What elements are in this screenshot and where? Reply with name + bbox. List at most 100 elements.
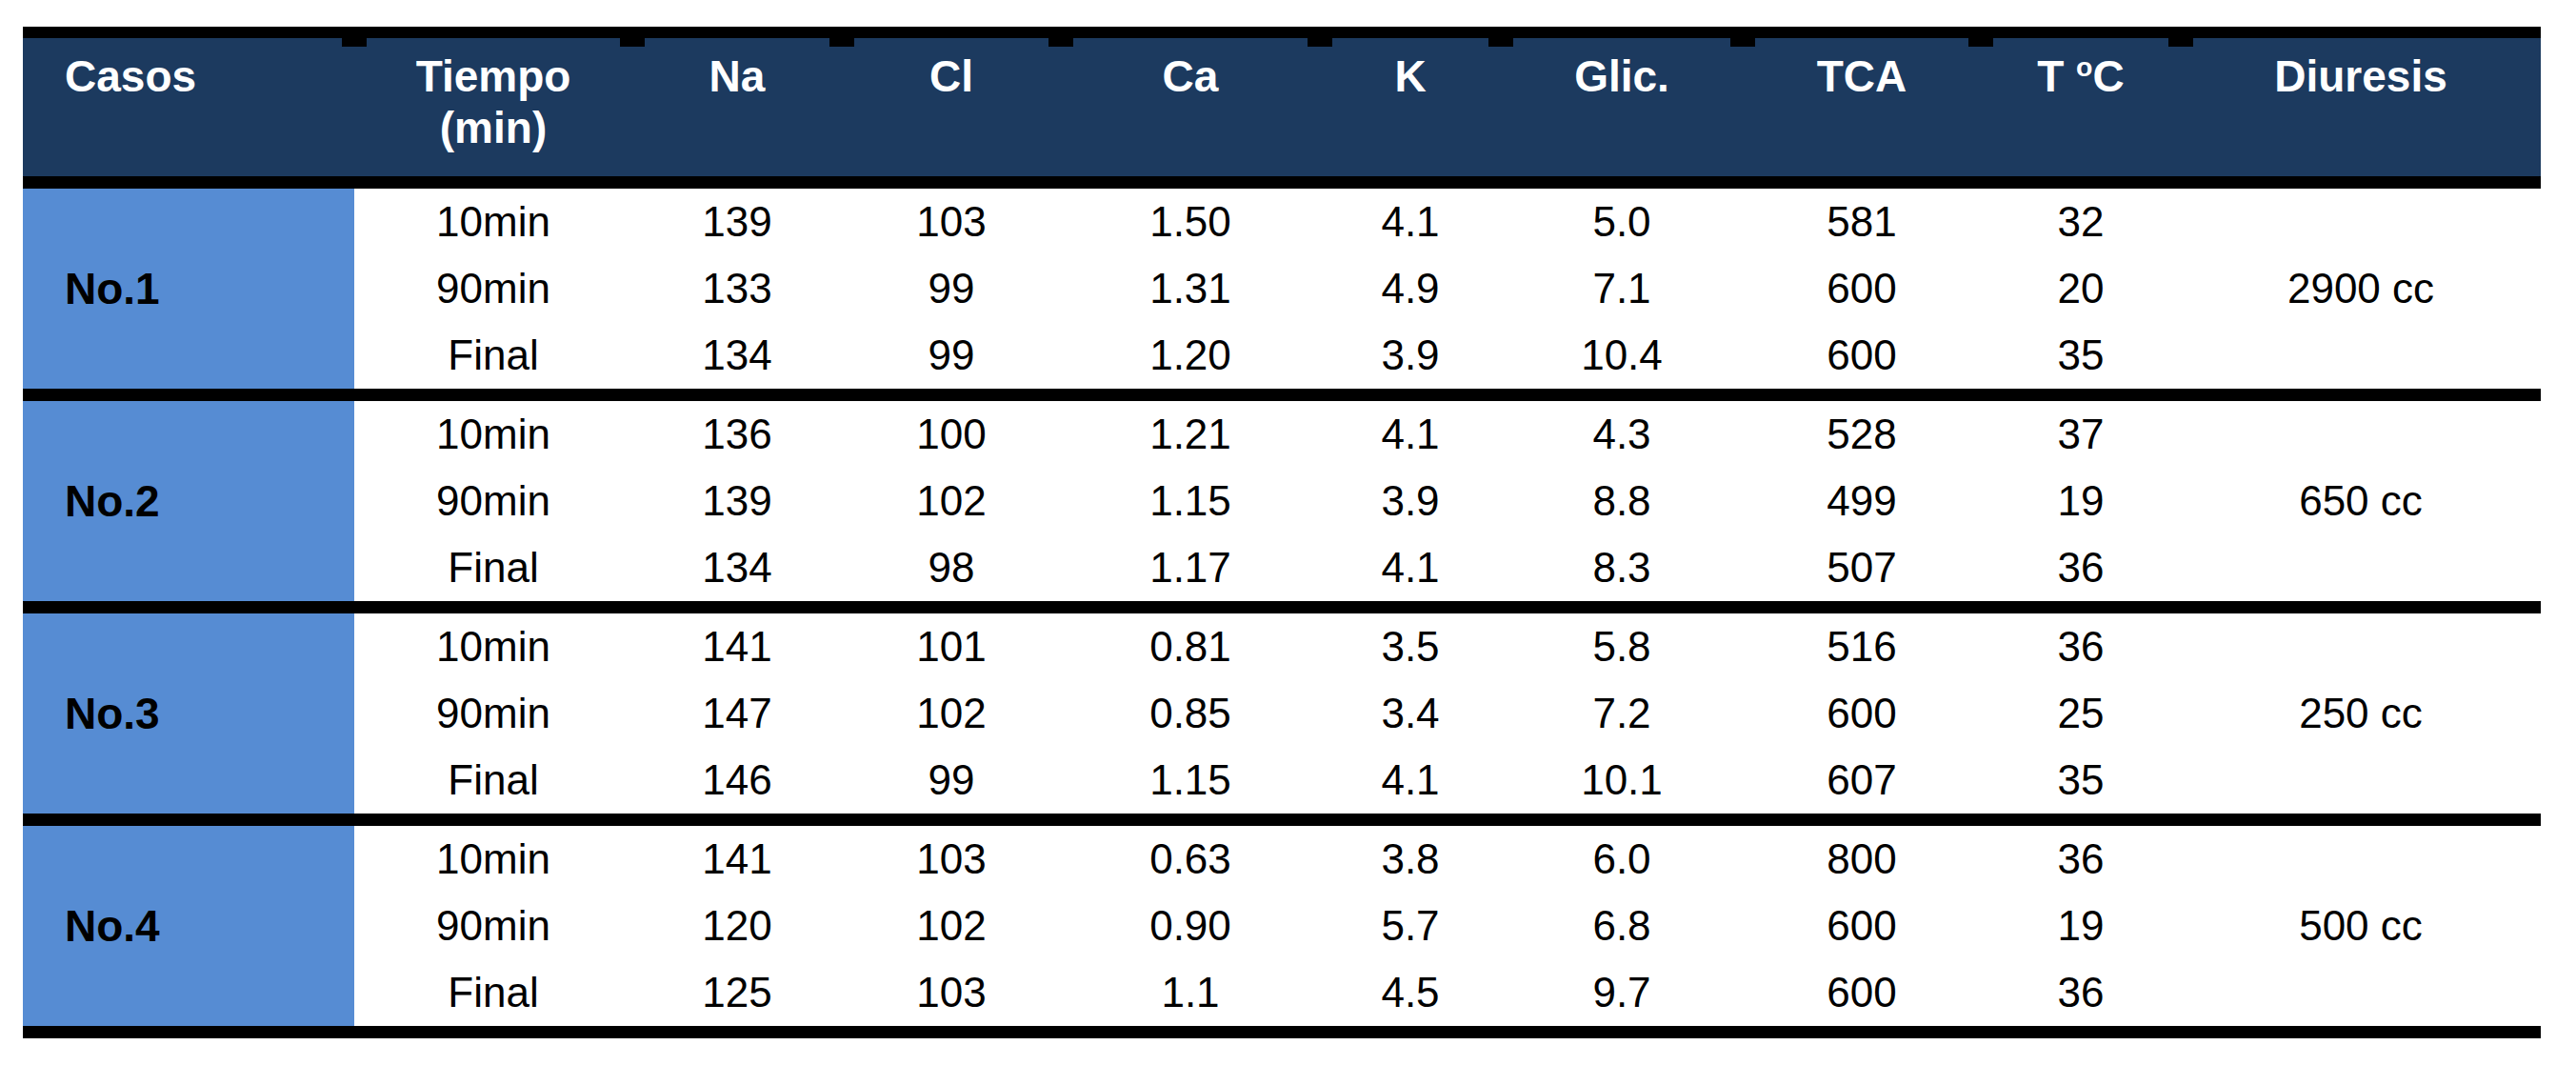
- temp-suffix: C: [2093, 51, 2125, 101]
- cell-tca: 507: [1743, 534, 1981, 601]
- cell-k: 3.9: [1320, 322, 1501, 389]
- cell-tiempo: Final: [354, 747, 632, 814]
- column-header-tca: TCA: [1743, 27, 1981, 189]
- table-header: Casos Tiempo (min) Na Cl Ca K Glic. TCA …: [23, 27, 2541, 189]
- case-block: No.4 10min 141 103 0.63 3.8 6.0 800 36 5…: [23, 814, 2541, 1038]
- cell-cl: 98: [842, 534, 1061, 601]
- cell-na: 139: [632, 468, 842, 534]
- column-header-tiempo: Tiempo (min): [354, 27, 632, 189]
- cell-cl: 103: [842, 189, 1061, 255]
- table-row: 90min 139 102 1.15 3.9 8.8 499 19: [23, 468, 2541, 534]
- cell-cl: 102: [842, 468, 1061, 534]
- case-block: No.3 10min 141 101 0.81 3.5 5.8 516 36 2…: [23, 601, 2541, 814]
- cell-k: 4.9: [1320, 255, 1501, 322]
- cell-tca: 600: [1743, 255, 1981, 322]
- column-header-temp: T oC: [1981, 27, 2181, 189]
- cell-ca: 1.15: [1061, 747, 1320, 814]
- cell-glic: 8.8: [1501, 468, 1743, 534]
- cell-tca: 600: [1743, 893, 1981, 959]
- cell-na: 147: [632, 680, 842, 747]
- column-header-cl: Cl: [842, 27, 1061, 189]
- cell-temp: 35: [1981, 747, 2181, 814]
- cell-tca: 581: [1743, 189, 1981, 255]
- cell-tiempo: 90min: [354, 255, 632, 322]
- cell-cl: 102: [842, 893, 1061, 959]
- cell-glic: 7.1: [1501, 255, 1743, 322]
- cell-k: 4.1: [1320, 389, 1501, 468]
- cell-tca: 600: [1743, 680, 1981, 747]
- table-row: No.4 10min 141 103 0.63 3.8 6.0 800 36 5…: [23, 814, 2541, 893]
- cell-k: 3.5: [1320, 601, 1501, 680]
- cell-glic: 10.4: [1501, 322, 1743, 389]
- case-label: No.3: [23, 601, 354, 814]
- cell-diuresis: 2900 cc: [2181, 189, 2541, 389]
- cell-temp: 36: [1981, 601, 2181, 680]
- case-label: No.4: [23, 814, 354, 1038]
- cell-tiempo: Final: [354, 959, 632, 1038]
- cell-glic: 7.2: [1501, 680, 1743, 747]
- header-tiempo-unit: (min): [354, 102, 632, 153]
- cell-ca: 1.21: [1061, 389, 1320, 468]
- cell-cl: 102: [842, 680, 1061, 747]
- cell-cl: 99: [842, 747, 1061, 814]
- cell-tiempo: 10min: [354, 189, 632, 255]
- column-header-diuresis: Diuresis: [2181, 27, 2541, 189]
- cell-tiempo: 90min: [354, 680, 632, 747]
- cell-cl: 99: [842, 322, 1061, 389]
- cell-temp: 35: [1981, 322, 2181, 389]
- table-row: Final 146 99 1.15 4.1 10.1 607 35: [23, 747, 2541, 814]
- cell-temp: 36: [1981, 959, 2181, 1038]
- cell-tca: 607: [1743, 747, 1981, 814]
- cell-temp: 19: [1981, 893, 2181, 959]
- cell-diuresis: 500 cc: [2181, 814, 2541, 1038]
- cell-cl: 103: [842, 959, 1061, 1038]
- cell-tiempo: 10min: [354, 601, 632, 680]
- cell-tiempo: 10min: [354, 389, 632, 468]
- cell-glic: 8.3: [1501, 534, 1743, 601]
- cell-glic: 5.0: [1501, 189, 1743, 255]
- cell-na: 141: [632, 601, 842, 680]
- cell-k: 4.5: [1320, 959, 1501, 1038]
- cell-cl: 99: [842, 255, 1061, 322]
- cell-k: 3.8: [1320, 814, 1501, 893]
- cell-ca: 0.90: [1061, 893, 1320, 959]
- cell-temp: 32: [1981, 189, 2181, 255]
- cell-ca: 1.20: [1061, 322, 1320, 389]
- case-block: No.2 10min 136 100 1.21 4.1 4.3 528 37 6…: [23, 389, 2541, 601]
- table-row: No.3 10min 141 101 0.81 3.5 5.8 516 36 2…: [23, 601, 2541, 680]
- column-header-glic: Glic.: [1501, 27, 1743, 189]
- cell-na: 133: [632, 255, 842, 322]
- cell-na: 134: [632, 322, 842, 389]
- degree-symbol: o: [2076, 51, 2092, 82]
- cell-ca: 0.85: [1061, 680, 1320, 747]
- cell-k: 4.1: [1320, 534, 1501, 601]
- case-label: No.1: [23, 189, 354, 389]
- cell-temp: 19: [1981, 468, 2181, 534]
- cell-glic: 6.0: [1501, 814, 1743, 893]
- cell-na: 120: [632, 893, 842, 959]
- column-header-k: K: [1320, 27, 1501, 189]
- cell-tiempo: 90min: [354, 468, 632, 534]
- cell-temp: 25: [1981, 680, 2181, 747]
- cell-na: 125: [632, 959, 842, 1038]
- cell-temp: 37: [1981, 389, 2181, 468]
- cell-tiempo: Final: [354, 534, 632, 601]
- table-row: 90min 147 102 0.85 3.4 7.2 600 25: [23, 680, 2541, 747]
- table-row: Final 125 103 1.1 4.5 9.7 600 36: [23, 959, 2541, 1038]
- cell-tiempo: Final: [354, 322, 632, 389]
- cell-diuresis: 650 cc: [2181, 389, 2541, 601]
- table-row: Final 134 98 1.17 4.1 8.3 507 36: [23, 534, 2541, 601]
- table-row: 90min 133 99 1.31 4.9 7.1 600 20: [23, 255, 2541, 322]
- cell-cl: 100: [842, 389, 1061, 468]
- cell-cl: 101: [842, 601, 1061, 680]
- column-header-ca: Ca: [1061, 27, 1320, 189]
- cell-k: 4.1: [1320, 747, 1501, 814]
- page: Casos Tiempo (min) Na Cl Ca K Glic. TCA …: [0, 0, 2576, 1065]
- cell-ca: 1.31: [1061, 255, 1320, 322]
- cell-na: 146: [632, 747, 842, 814]
- column-header-casos: Casos: [23, 27, 354, 189]
- header-row: Casos Tiempo (min) Na Cl Ca K Glic. TCA …: [23, 27, 2541, 189]
- case-label: No.2: [23, 389, 354, 601]
- cell-glic: 10.1: [1501, 747, 1743, 814]
- cell-ca: 1.15: [1061, 468, 1320, 534]
